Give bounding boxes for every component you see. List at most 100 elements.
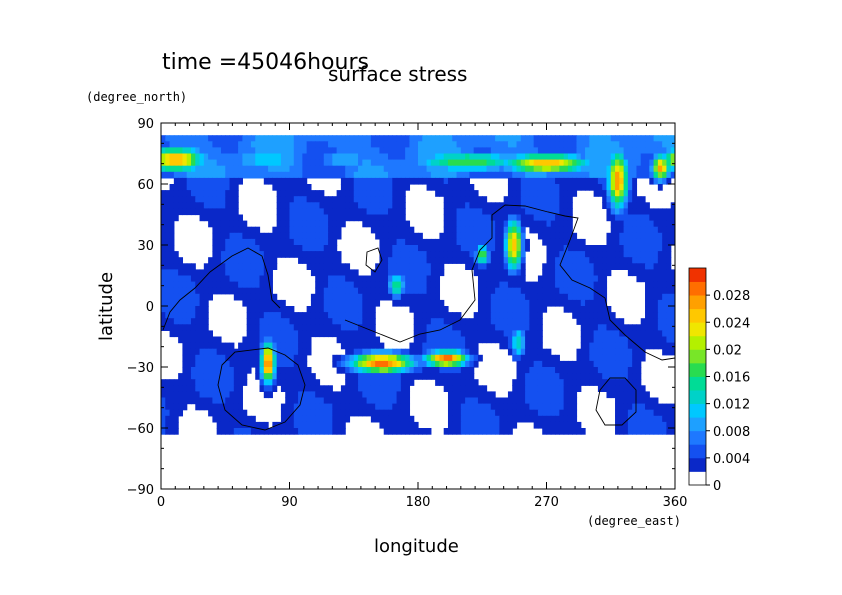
field-cell	[563, 245, 569, 252]
field-cell	[298, 245, 303, 252]
field-cell	[550, 184, 556, 191]
field-cell	[619, 397, 625, 405]
field-cell	[512, 153, 518, 161]
field-cell	[542, 354, 548, 362]
field-cell	[418, 165, 423, 173]
field-cell	[358, 159, 363, 167]
field-cell	[435, 275, 441, 283]
field-cell	[559, 293, 565, 301]
field-cell	[392, 190, 398, 197]
field-cell	[580, 141, 586, 148]
field-cell	[353, 299, 359, 307]
field-cell	[589, 342, 595, 350]
field-cell	[602, 299, 608, 307]
field-cell	[328, 428, 333, 435]
field-cell	[161, 153, 166, 161]
field-cell	[280, 251, 286, 258]
field-cell	[178, 385, 184, 392]
field-cell	[366, 135, 372, 142]
field-cell	[529, 348, 535, 356]
field-cell	[627, 208, 633, 216]
field-cell	[670, 165, 675, 173]
field-cell	[379, 354, 385, 362]
field-cell	[499, 245, 505, 252]
field-cell	[182, 135, 188, 142]
field-cell	[452, 208, 458, 216]
field-cell	[250, 287, 256, 295]
field-cell	[323, 318, 329, 325]
field-cell	[302, 354, 308, 362]
field-cell	[443, 202, 449, 209]
field-cell	[516, 159, 522, 167]
field-cell	[537, 141, 543, 148]
field-cell	[285, 171, 291, 179]
field-cell	[289, 373, 295, 380]
field-cell	[280, 202, 286, 209]
field-cell	[323, 269, 329, 277]
field-cell	[336, 409, 342, 417]
field-cell	[443, 245, 449, 252]
field-cell	[602, 312, 608, 319]
field-cell	[589, 348, 595, 356]
field-cell	[653, 428, 659, 435]
field-cell	[349, 312, 355, 319]
field-cell	[666, 147, 672, 155]
field-cell	[238, 238, 243, 246]
field-cell	[550, 385, 556, 392]
field-cell	[503, 147, 509, 155]
field-cell	[225, 220, 231, 228]
field-cell	[567, 275, 573, 283]
field-cell	[593, 257, 599, 264]
field-cell	[435, 281, 441, 289]
field-cell	[495, 226, 500, 234]
field-cell	[662, 238, 668, 246]
field-cell	[666, 208, 672, 216]
field-cell	[632, 324, 638, 331]
field-cell	[426, 367, 432, 374]
field-cell	[212, 165, 218, 173]
field-cell	[555, 238, 560, 246]
field-cell	[340, 275, 346, 283]
field-cell	[199, 171, 205, 179]
field-cell	[255, 147, 261, 155]
field-cell	[550, 293, 556, 301]
field-cell	[362, 409, 368, 417]
field-cell	[602, 293, 608, 301]
field-cell	[238, 245, 243, 252]
field-cell	[559, 165, 565, 173]
field-cell	[229, 342, 235, 350]
coastlines	[162, 204, 675, 431]
field-cell	[203, 354, 209, 362]
field-cell	[203, 336, 209, 344]
field-cell	[186, 324, 192, 331]
field-cell	[615, 342, 620, 350]
field-cell	[559, 177, 565, 185]
field-cell	[452, 147, 458, 155]
field-cell	[268, 141, 273, 148]
field-cell	[619, 403, 625, 411]
field-cell	[649, 397, 655, 405]
field-cell	[499, 251, 505, 258]
field-cell	[662, 312, 668, 319]
field-cell	[370, 348, 376, 356]
field-cell	[520, 360, 526, 368]
field-cell	[178, 379, 184, 386]
field-cell	[195, 177, 201, 185]
field-cell	[358, 287, 363, 295]
field-cell	[400, 385, 406, 392]
field-cell	[636, 214, 642, 222]
field-cell	[370, 190, 376, 197]
field-cell	[439, 147, 445, 155]
field-cell	[340, 360, 346, 368]
field-cell	[649, 220, 655, 228]
field-cell	[580, 336, 586, 344]
field-cell	[627, 342, 633, 350]
field-cell	[405, 177, 411, 185]
field-cell	[503, 171, 509, 179]
field-cell	[576, 367, 582, 374]
field-cell	[349, 135, 355, 142]
field-cell	[285, 312, 291, 319]
field-cell	[349, 287, 355, 295]
field-cell	[469, 409, 475, 417]
field-cell	[358, 275, 363, 283]
